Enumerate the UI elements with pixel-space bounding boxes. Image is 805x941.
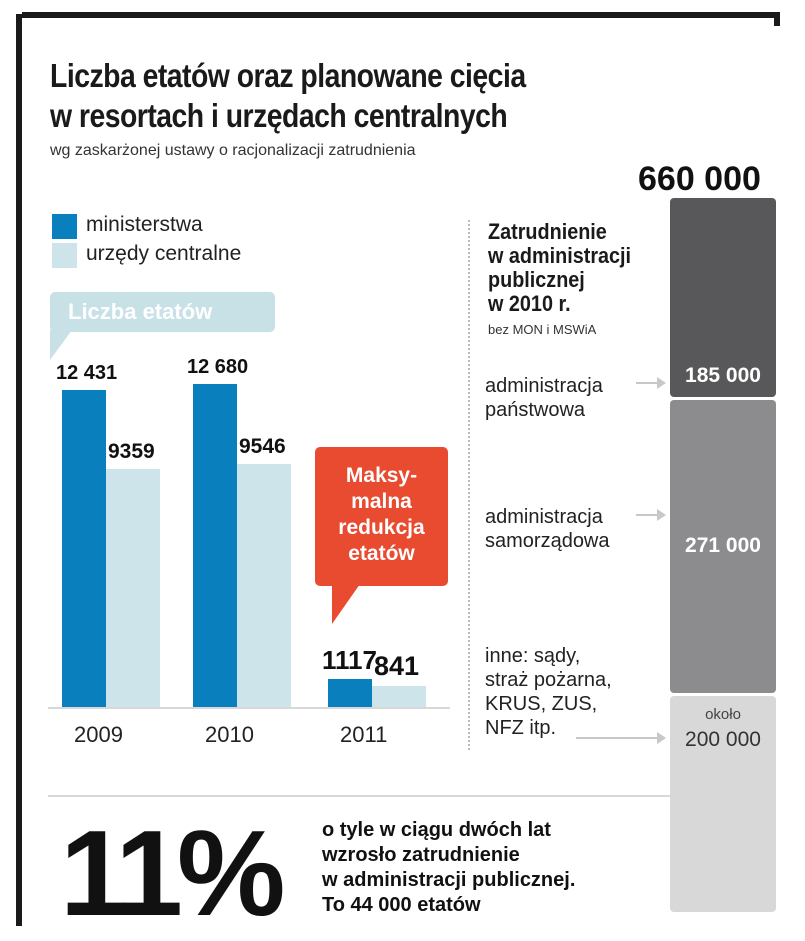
reduction-badge: Maksy- malna redukcja etatów [315,447,448,586]
frame-left-border [16,14,22,926]
label-inne: inne: sądy, straż pożarna, KRUS, ZUS, NF… [485,644,612,740]
segment-inne [670,696,776,912]
growth-line-1: o tyle w ciągu dwóch lat [322,819,551,841]
label-samorzadowa-line-1: administracja [485,506,603,528]
bar-ministerstwa-2011 [328,679,372,707]
growth-line-4: To 44 000 etatów [322,894,481,916]
badge-pointer [50,330,72,360]
growth-description: o tyle w ciągu dwóch lat wzrosło zatrudn… [322,818,575,918]
bar-label-ministerstwa-2010: 12 680 [187,356,249,378]
bar-label-ministerstwa-2011: 1117 [322,645,377,675]
label-inne-line-2: straż pożarna, [485,669,612,691]
reduction-line-1: Maksy- [345,464,418,487]
reduction-line-3: redukcja [338,516,425,539]
bar-urzedy-2009 [106,469,160,707]
bar-label-ministerstwa-2009: 12 431 [56,362,118,384]
bar-label-urzedy-2009: 9359 [108,440,155,463]
segment-value-inne: 200 000 [685,728,761,751]
employment-title: Zatrudnienie w administracji publicznej … [488,220,631,316]
chart-subtitle: wg zaskarżonej ustawy o racjonalizacji z… [50,142,416,159]
label-panstwowa-line-1: administracja [485,375,603,397]
legend-label-urzedy: urzędy centralne [86,242,242,265]
reduction-line-4: etatów [348,542,415,565]
label-inne-line-3: KRUS, ZUS, [485,693,598,715]
badge-label: Liczba etatów [68,299,213,324]
bar-ministerstwa-2009 [62,390,106,707]
liczba-etatow-badge: Liczba etatów [50,292,275,332]
arrow-inne [576,732,666,744]
growth-line-3: w administracji publicznej. [322,869,576,891]
employment-title-line-4: w 2010 r. [488,291,571,316]
label-samorzadowa-line-2: samorządowa [485,530,610,552]
title-line-1: Liczba etatów oraz planowane cięcia [50,57,526,94]
bar-urzedy-2010 [237,464,291,707]
year-label-2011: 2011 [340,722,388,747]
segment-prefix: około [705,706,741,723]
arrow-samorzadowa [636,509,666,521]
legend-swatch-urzedy [52,243,77,268]
frame-corner-tick [774,14,780,26]
legend-label-ministerstwa: ministerstwa [86,213,203,236]
year-label-2010: 2010 [205,722,254,747]
dotted-divider [468,220,470,750]
label-panstwowa-line-2: państwowa [485,399,586,421]
employment-title-line-1: Zatrudnienie [488,219,607,244]
reduction-badge-pointer [332,584,360,624]
bar-ministerstwa-2010 [193,384,237,707]
arrow-panstwowa [636,377,666,389]
label-samorzadowa: administracja samorządowa [485,505,610,553]
bottom-divider [48,795,775,797]
segment-value-samorzadowa: 271 000 [685,534,761,557]
growth-percent: 11% [60,805,285,941]
label-panstwowa: administracja państwowa [485,374,603,422]
bar-label-urzedy-2010: 9546 [239,435,286,458]
chart-baseline [48,707,450,709]
label-inne-line-4: NFZ itp. [485,717,557,739]
bar-urzedy-2011 [372,686,426,707]
employment-note: bez MON i MSWiA [488,322,597,337]
employment-title-line-2: w administracji [488,243,632,268]
label-inne-line-1: inne: sądy, [485,645,581,667]
segment-panstwowa [670,198,776,397]
chart-title: Liczba etatów oraz planowane cięcia w re… [50,56,526,136]
frame-top-border [22,12,780,18]
bar-label-urzedy-2011: 841 [374,651,420,681]
segment-value-panstwowa: 185 000 [685,364,761,387]
segment-samorzadowa [670,400,776,693]
growth-line-2: wzrosło zatrudnienie [322,844,520,866]
reduction-line-2: malna [351,490,412,513]
total-value: 660 000 [638,160,761,198]
year-label-2009: 2009 [74,722,123,747]
employment-title-line-3: publicznej [488,267,585,292]
legend-swatch-ministerstwa [52,214,77,239]
title-line-2: w resortach i urzędach centralnych [50,97,508,134]
